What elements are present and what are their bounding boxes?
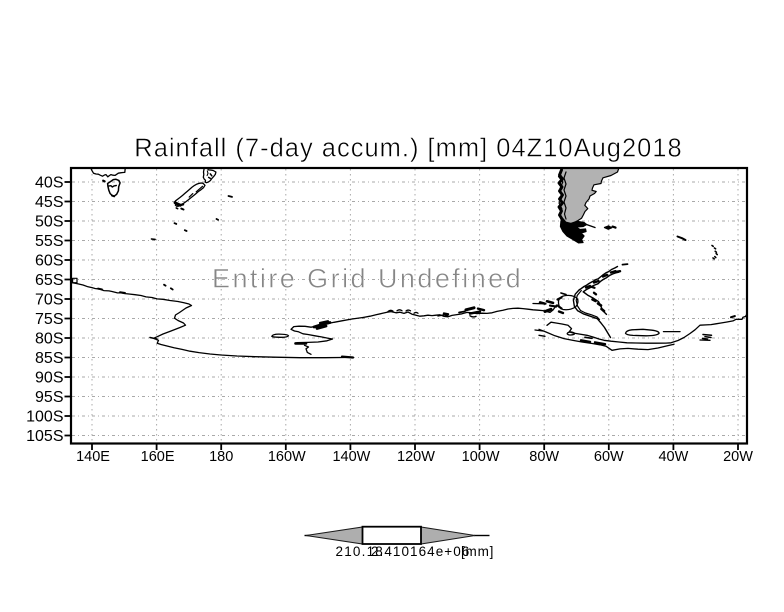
svg-text:20W: 20W <box>723 449 753 465</box>
svg-text:80S: 80S <box>35 331 63 348</box>
svg-text:60S: 60S <box>35 253 63 270</box>
svg-text:40W: 40W <box>658 449 688 465</box>
svg-text:Entire Grid Undefined: Entire Grid Undefined <box>212 264 523 294</box>
svg-text:160E: 160E <box>141 449 175 465</box>
svg-text:140E: 140E <box>76 449 110 465</box>
svg-text:55S: 55S <box>35 233 63 250</box>
svg-text:140W: 140W <box>332 449 370 465</box>
svg-text:95S: 95S <box>35 389 63 406</box>
svg-text:210.18: 210.18 <box>336 544 385 559</box>
svg-text:[mm]: [mm] <box>461 544 494 559</box>
svg-text:100W: 100W <box>462 449 500 465</box>
svg-text:90S: 90S <box>35 370 63 387</box>
svg-text:75S: 75S <box>35 311 63 328</box>
svg-text:105S: 105S <box>26 428 63 445</box>
svg-text:70S: 70S <box>35 292 63 309</box>
svg-text:60W: 60W <box>594 449 624 465</box>
svg-text:120W: 120W <box>397 449 435 465</box>
svg-text:100S: 100S <box>26 409 63 426</box>
svg-text:85S: 85S <box>35 350 63 367</box>
svg-text:50S: 50S <box>35 214 63 231</box>
svg-text:180: 180 <box>209 449 233 465</box>
svg-text:65S: 65S <box>35 272 63 289</box>
svg-text:160W: 160W <box>268 449 306 465</box>
svg-text:Rainfall (7-day accum.) [mm] 0: Rainfall (7-day accum.) [mm] 04Z10Aug201… <box>134 135 682 163</box>
svg-text:40S: 40S <box>35 175 63 192</box>
svg-text:80W: 80W <box>529 449 559 465</box>
svg-text:45S: 45S <box>35 194 63 211</box>
svg-text:2.410164e+06: 2.410164e+06 <box>371 544 470 559</box>
